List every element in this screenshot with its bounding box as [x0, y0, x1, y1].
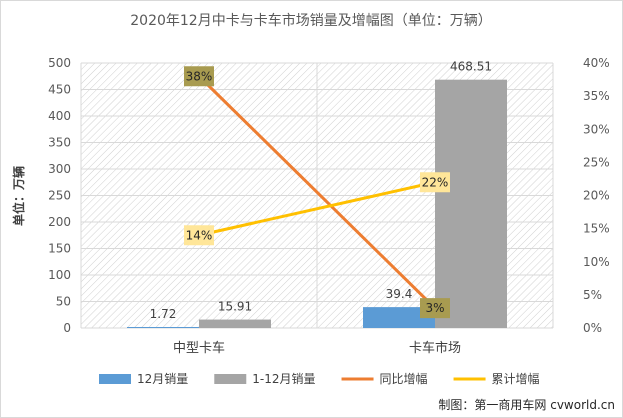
axis-layer: 0 50 100 150 200 250 300 350 400 450 500 0% 5% 10% 15%…: [48, 56, 610, 356]
y-tick-label: 100: [48, 268, 71, 282]
legend-label: 1-12月销量: [252, 372, 315, 386]
y-tick-label: 250: [48, 189, 71, 203]
bar: [363, 307, 435, 328]
bar: [127, 327, 199, 328]
bar: [435, 79, 507, 328]
y-tick-label: 350: [48, 136, 71, 150]
legend-label: 同比增幅: [380, 371, 428, 386]
bar-value-label: 15.91: [218, 300, 252, 314]
y-tick-label: 400: [48, 109, 71, 123]
legend-swatch: [99, 374, 131, 384]
y2-tick-label: 15%: [583, 222, 610, 236]
y-tick-label: 0: [63, 321, 71, 335]
y-axis-label: 单位：万辆: [11, 166, 26, 226]
y-tick-label: 200: [48, 215, 71, 229]
x-tick-label: 卡车市场: [409, 340, 461, 356]
chart-title: 2020年12月中卡与卡车市场销量及增幅图（单位：万辆）: [130, 12, 491, 29]
legend: 12月销量 1-12月销量 同比增幅 累计增幅: [99, 371, 540, 386]
y2-tick-label: 0%: [583, 321, 602, 335]
y-tick-label: 450: [48, 83, 71, 97]
point-label: 22%: [422, 175, 449, 189]
y2-tick-label: 25%: [583, 155, 610, 169]
x-tick-label: 中型卡车: [173, 340, 225, 356]
point-label-box: [420, 298, 450, 319]
y2-tick-label: 30%: [583, 122, 610, 136]
y2-tick-label: 40%: [583, 56, 610, 70]
y-tick-label: 500: [48, 56, 71, 70]
legend-label: 累计增幅: [492, 371, 540, 386]
legend-swatch: [214, 374, 247, 384]
y-tick-label: 150: [48, 242, 71, 256]
series-line: [197, 74, 437, 310]
point-label-box: [184, 225, 214, 246]
point-label-box: [420, 172, 450, 193]
credit-text: 制图：第一商用车网 cvworld.cn: [438, 397, 615, 412]
point-label: 3%: [425, 301, 444, 315]
bar-value-label: 39.4: [386, 287, 413, 301]
point-label-box: [184, 66, 214, 87]
y-tick-label: 50: [56, 295, 71, 309]
bar: [199, 319, 271, 328]
y-tick-label: 300: [48, 162, 71, 176]
y2-tick-label: 5%: [583, 288, 602, 302]
bar-value-label: 1.72: [150, 307, 177, 321]
legend-label: 12月销量: [137, 372, 188, 386]
line-layer: [197, 74, 437, 310]
data-label-layer: 1.72 39.4 15.91 468.51 38% 3% 14% 22%: [150, 60, 492, 321]
bar-value-label: 468.51: [450, 60, 492, 74]
point-label: 14%: [186, 228, 213, 242]
bar-layer: [127, 79, 507, 328]
y2-tick-label: 20%: [583, 189, 610, 203]
point-label: 38%: [186, 69, 213, 83]
y2-tick-label: 35%: [583, 89, 610, 103]
y2-tick-label: 10%: [583, 255, 610, 269]
series-line: [197, 180, 437, 237]
